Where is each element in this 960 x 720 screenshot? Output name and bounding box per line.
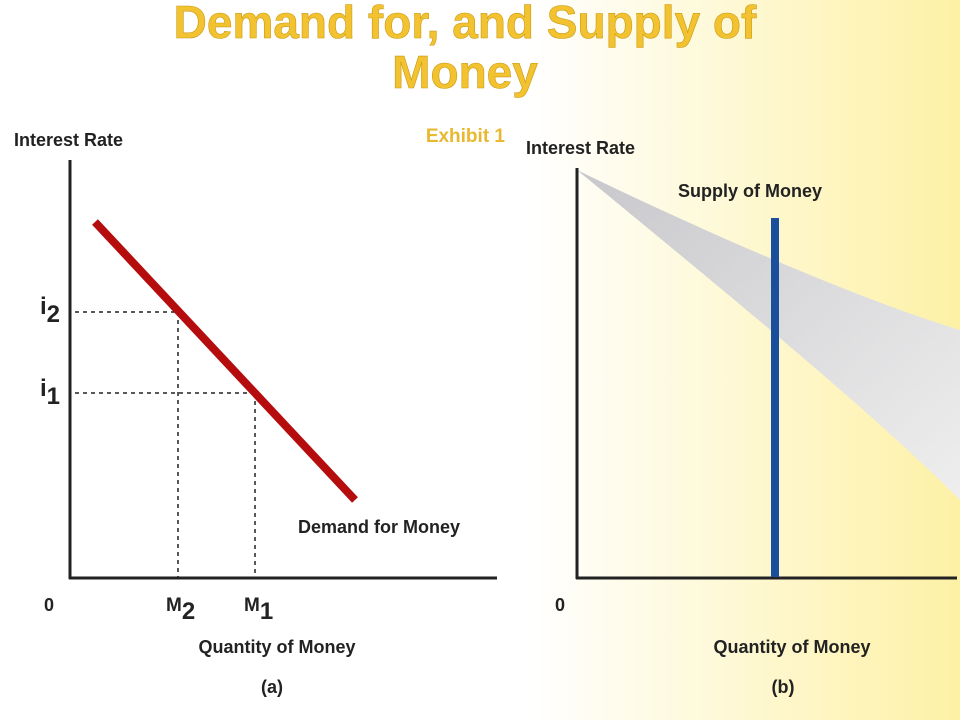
y-tick-label: i2 <box>40 293 60 328</box>
y-axis-label: Interest Rate <box>526 138 635 158</box>
origin-label: 0 <box>44 595 54 615</box>
origin-label: 0 <box>555 595 565 615</box>
x-axis-label: Quantity of Money <box>714 637 871 657</box>
curve-label: Demand for Money <box>298 517 460 537</box>
title: Demand for, and Supply of Money <box>174 0 757 98</box>
curve-label: Supply of Money <box>678 181 822 201</box>
y-axis-label: Interest Rate <box>14 130 123 150</box>
x-axis-label: Quantity of Money <box>199 637 356 657</box>
x-tick-label: M2 <box>166 595 195 625</box>
title-line: Money <box>392 46 538 98</box>
x-tick-label: M1 <box>244 595 273 625</box>
y-tick-label: i1 <box>40 375 60 410</box>
subtitle: Exhibit 1 <box>426 126 506 147</box>
demand-curve <box>92 219 358 503</box>
swoosh <box>577 170 960 500</box>
caption: (a) <box>261 677 283 697</box>
caption: (b) <box>772 677 795 697</box>
